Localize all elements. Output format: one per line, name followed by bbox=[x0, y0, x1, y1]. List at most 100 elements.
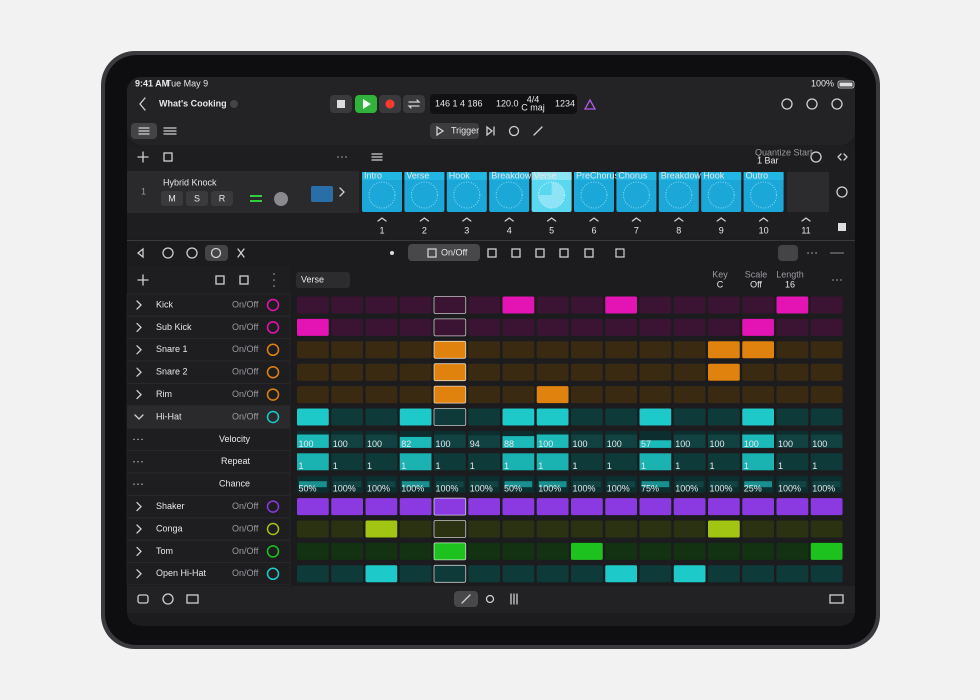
step-cell[interactable] bbox=[297, 296, 329, 314]
add-track-button[interactable] bbox=[137, 151, 149, 163]
track-button[interactable] bbox=[161, 191, 183, 206]
step-cell[interactable] bbox=[571, 386, 603, 404]
step-cell[interactable] bbox=[536, 542, 569, 560]
step-cell[interactable] bbox=[468, 542, 500, 560]
row-instrument-icon[interactable] bbox=[266, 410, 280, 424]
title-menu[interactable] bbox=[230, 100, 238, 108]
scene-trigger[interactable] bbox=[589, 217, 599, 222]
row-instrument-icon[interactable] bbox=[266, 522, 280, 536]
step-cell[interactable] bbox=[708, 498, 740, 516]
step-cell[interactable] bbox=[571, 363, 603, 381]
live-loop-cell[interactable] bbox=[658, 172, 699, 212]
step-cell[interactable] bbox=[605, 565, 637, 583]
step-cell[interactable] bbox=[468, 386, 500, 404]
step-cell[interactable] bbox=[468, 296, 500, 314]
step-cell[interactable] bbox=[365, 386, 398, 404]
step-cell[interactable] bbox=[776, 542, 809, 560]
step-cell[interactable] bbox=[742, 520, 774, 538]
live-loop-cell[interactable] bbox=[616, 172, 657, 212]
step-cell[interactable] bbox=[673, 386, 706, 404]
step-cell[interactable] bbox=[331, 542, 363, 560]
step-cell[interactable] bbox=[810, 520, 843, 538]
step-cell[interactable] bbox=[468, 565, 500, 583]
history-button[interactable] bbox=[781, 98, 793, 110]
expand-chevron[interactable] bbox=[136, 546, 142, 557]
row-instrument-icon[interactable] bbox=[266, 321, 280, 334]
step-cell[interactable] bbox=[331, 318, 363, 336]
step-cell[interactable] bbox=[708, 542, 740, 560]
step-cell[interactable] bbox=[433, 408, 467, 426]
step-cell[interactable] bbox=[742, 341, 774, 359]
step-cell[interactable] bbox=[399, 363, 432, 381]
tuner-icon[interactable] bbox=[583, 98, 597, 110]
track-stop[interactable] bbox=[836, 186, 848, 198]
edit-button[interactable] bbox=[533, 126, 543, 136]
back-button[interactable] bbox=[139, 97, 146, 111]
step-cell[interactable] bbox=[502, 520, 535, 538]
step-cell[interactable] bbox=[399, 565, 432, 583]
step-cell[interactable] bbox=[708, 318, 740, 336]
scene-trigger[interactable] bbox=[462, 217, 472, 222]
step-cell[interactable] bbox=[536, 520, 569, 538]
step-cell[interactable] bbox=[810, 363, 843, 381]
expand-chevron[interactable] bbox=[136, 367, 142, 377]
step-cell[interactable] bbox=[331, 363, 363, 381]
instrument-icon[interactable] bbox=[311, 186, 333, 202]
step-cell[interactable] bbox=[810, 296, 843, 314]
step-cell[interactable] bbox=[536, 498, 569, 516]
follow-icon[interactable] bbox=[186, 247, 198, 259]
step-cell[interactable] bbox=[399, 408, 432, 426]
step-cell[interactable] bbox=[673, 363, 706, 381]
step-cell[interactable] bbox=[536, 318, 569, 336]
live-loop-cell[interactable] bbox=[362, 172, 402, 212]
scene-trigger[interactable] bbox=[801, 217, 811, 222]
step-cell[interactable] bbox=[433, 564, 467, 583]
step-cell[interactable] bbox=[536, 341, 569, 359]
step-cell[interactable] bbox=[810, 565, 843, 583]
step-cell[interactable] bbox=[331, 408, 363, 426]
step-cell[interactable] bbox=[742, 408, 774, 426]
step-cell[interactable] bbox=[433, 497, 467, 516]
step-mode-button[interactable] bbox=[205, 245, 228, 261]
step-cell[interactable] bbox=[433, 363, 467, 382]
step-cell[interactable] bbox=[742, 565, 774, 583]
empty-cell[interactable] bbox=[787, 172, 829, 212]
step-cell[interactable] bbox=[605, 498, 637, 516]
record-cell-button[interactable] bbox=[508, 125, 520, 137]
keyboard-button[interactable] bbox=[829, 594, 844, 604]
scene-trigger[interactable] bbox=[758, 217, 769, 222]
row-instrument-icon[interactable] bbox=[266, 545, 280, 558]
step-cell[interactable] bbox=[776, 341, 809, 359]
step-cell[interactable] bbox=[297, 341, 329, 359]
step-cell[interactable] bbox=[673, 318, 706, 336]
step-cell[interactable] bbox=[297, 318, 329, 336]
step-cell[interactable] bbox=[571, 408, 603, 426]
step-cell[interactable] bbox=[605, 363, 637, 381]
step-cell[interactable] bbox=[639, 363, 672, 381]
select-mode[interactable] bbox=[615, 248, 625, 258]
step-cell[interactable] bbox=[536, 296, 569, 314]
step-cell[interactable] bbox=[468, 341, 500, 359]
step-cell[interactable] bbox=[502, 296, 535, 314]
step-cell[interactable] bbox=[708, 408, 740, 426]
track-button[interactable] bbox=[186, 191, 208, 206]
step-cell[interactable] bbox=[502, 408, 535, 426]
speaker-icon[interactable] bbox=[136, 247, 144, 259]
step-cell[interactable] bbox=[365, 296, 398, 314]
step-cell[interactable] bbox=[605, 520, 637, 538]
loop-button[interactable] bbox=[778, 245, 798, 261]
lcd[interactable] bbox=[430, 94, 577, 114]
live-loop-cell[interactable] bbox=[574, 172, 614, 212]
live-loop-cell[interactable] bbox=[743, 172, 784, 212]
step-cell[interactable] bbox=[639, 565, 672, 583]
step-cell[interactable] bbox=[399, 386, 432, 404]
expand-chevron[interactable] bbox=[136, 300, 142, 310]
step-cell[interactable] bbox=[776, 386, 809, 404]
trigger-button[interactable] bbox=[430, 123, 479, 139]
row-instrument-icon[interactable] bbox=[266, 500, 280, 513]
row-instrument-icon[interactable] bbox=[266, 298, 280, 312]
step-cell[interactable] bbox=[639, 408, 672, 426]
step-cell[interactable] bbox=[639, 318, 672, 336]
expand-chevron[interactable] bbox=[136, 569, 142, 579]
on-off-button[interactable] bbox=[408, 244, 480, 261]
